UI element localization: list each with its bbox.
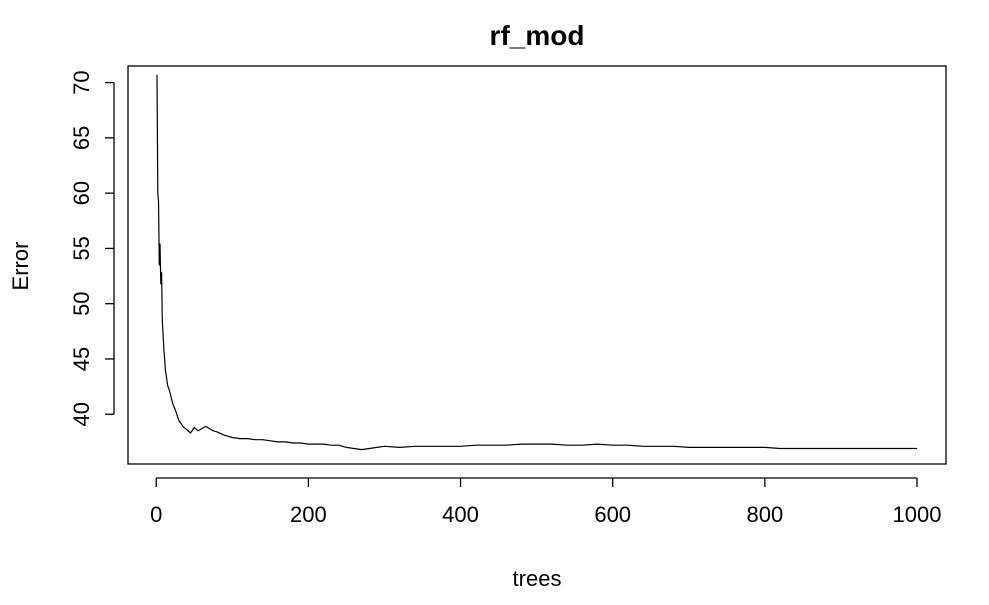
y-axis-title: Error bbox=[8, 242, 33, 291]
x-axis-title: trees bbox=[513, 566, 562, 591]
y-tick-label: 60 bbox=[69, 181, 94, 205]
x-tick-label: 800 bbox=[746, 502, 783, 527]
y-tick-label: 50 bbox=[69, 291, 94, 315]
x-tick-label: 400 bbox=[442, 502, 479, 527]
y-tick-label: 55 bbox=[69, 236, 94, 260]
y-tick-label: 65 bbox=[69, 126, 94, 150]
error-line bbox=[156, 74, 917, 451]
series-layer bbox=[156, 74, 917, 451]
plot-frame bbox=[127, 65, 947, 465]
x-tick-label: 0 bbox=[150, 502, 162, 527]
x-axis: 0 200 400 600 800 1000 bbox=[150, 477, 942, 527]
chart-title: rf_mod bbox=[490, 20, 585, 51]
x-tick-label: 600 bbox=[594, 502, 631, 527]
y-tick-label: 70 bbox=[69, 70, 94, 94]
y-axis: 40 45 50 55 60 65 70 bbox=[69, 70, 115, 426]
x-tick-label: 200 bbox=[290, 502, 327, 527]
y-tick-label: 45 bbox=[69, 347, 94, 371]
y-tick-label: 40 bbox=[69, 402, 94, 426]
x-tick-label: 1000 bbox=[893, 502, 942, 527]
